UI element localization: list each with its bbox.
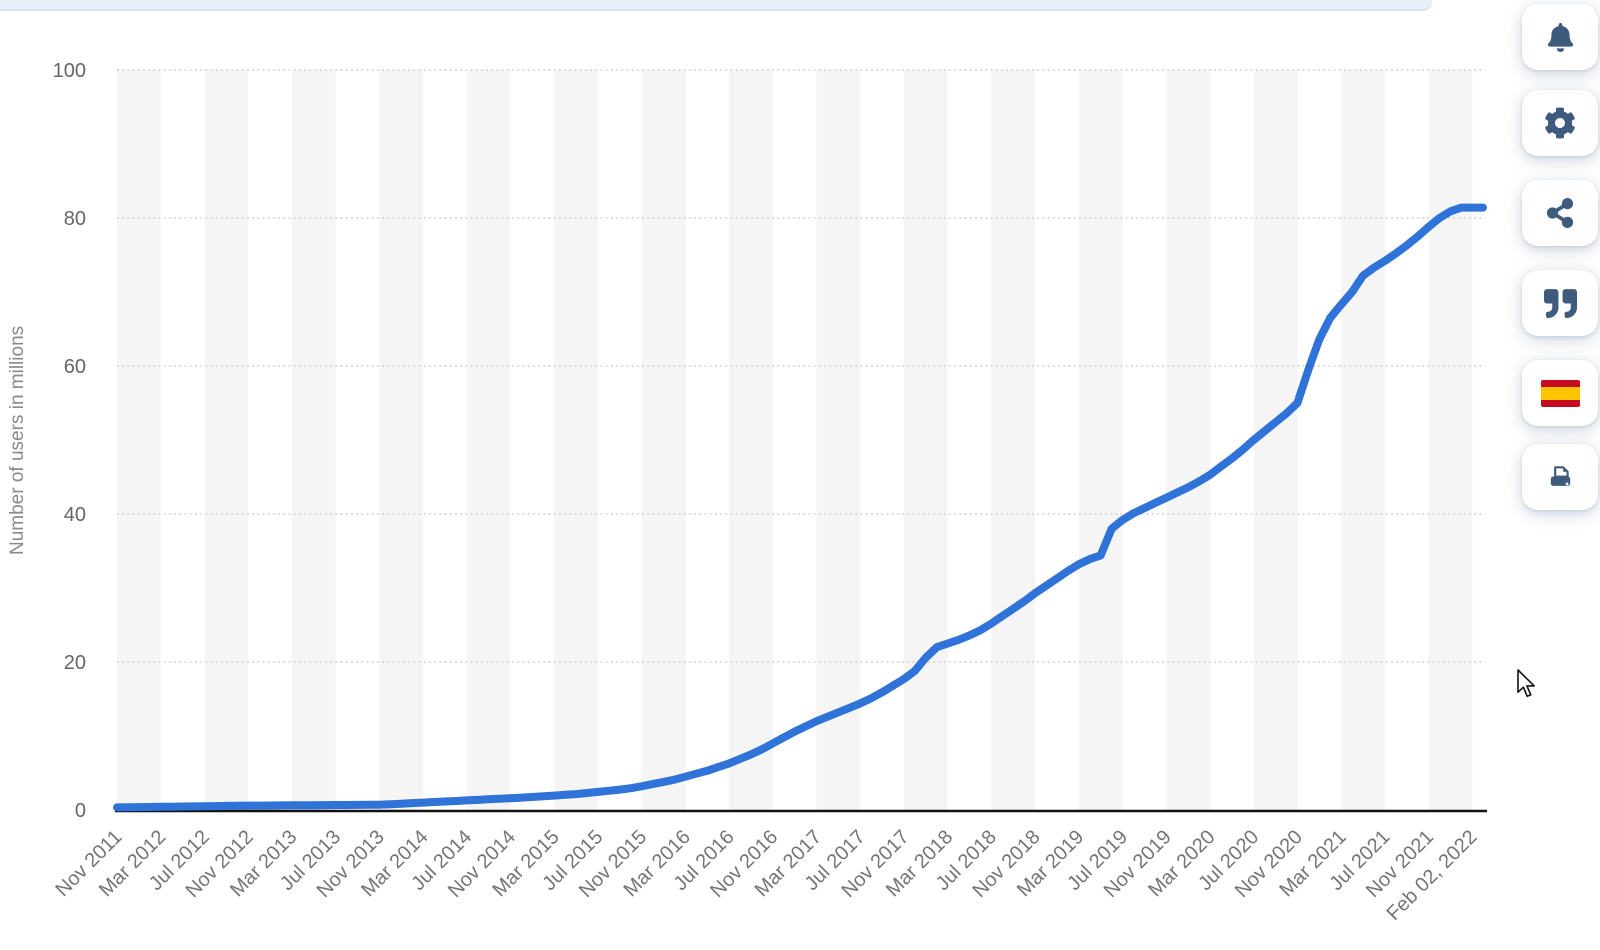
y-axis-labels: 0 20 40 60 80 100 <box>53 60 86 822</box>
print-button[interactable] <box>1522 444 1598 510</box>
svg-text:60: 60 <box>64 356 86 378</box>
gridlines <box>117 69 1485 663</box>
share-button[interactable] <box>1522 180 1598 246</box>
mouse-cursor <box>1517 669 1535 698</box>
settings-button[interactable] <box>1522 90 1598 156</box>
svg-text:0: 0 <box>75 800 86 822</box>
svg-text:40: 40 <box>64 504 86 526</box>
top-banner-edge <box>0 0 1432 11</box>
series-line[interactable] <box>113 203 1487 812</box>
print-icon <box>1550 465 1570 486</box>
notifications-button[interactable] <box>1522 4 1598 70</box>
share-icon <box>1546 198 1574 228</box>
spanish-flag-icon <box>1540 379 1580 407</box>
bell-icon <box>1547 22 1573 52</box>
svg-text:20: 20 <box>64 652 86 674</box>
svg-text:100: 100 <box>53 60 86 82</box>
gear-icon <box>1545 107 1575 139</box>
quote-icon <box>1543 288 1577 318</box>
svg-text:80: 80 <box>64 208 86 230</box>
language-button[interactable] <box>1522 360 1598 426</box>
cite-button[interactable] <box>1522 270 1598 336</box>
plot-bands <box>117 70 1473 811</box>
